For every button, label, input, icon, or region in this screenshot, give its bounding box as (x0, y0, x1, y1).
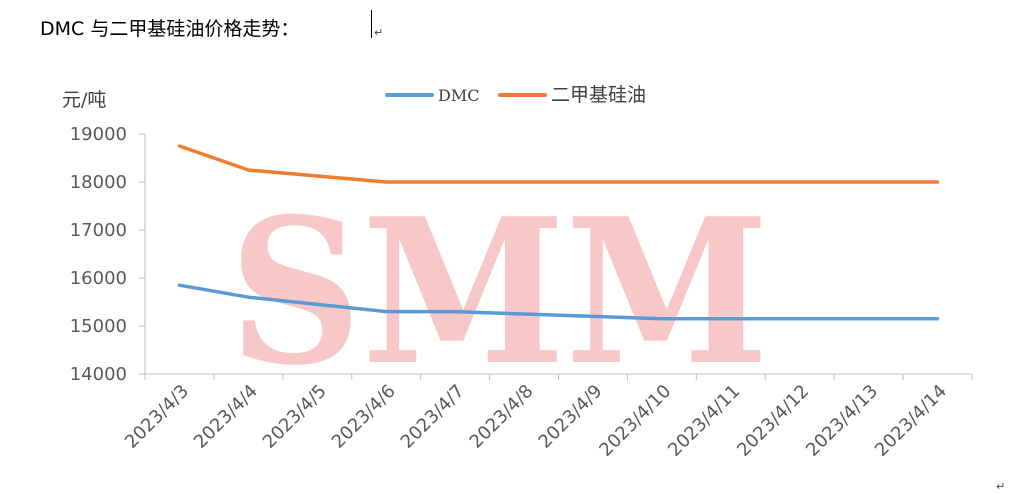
y-tick-label: 14000 (70, 364, 127, 385)
y-tick-label: 15000 (70, 316, 127, 337)
x-tick-label: 2023/4/14 (871, 381, 951, 461)
legend-label: DMC (438, 86, 479, 105)
y-tick-label: 19000 (70, 124, 127, 145)
text-cursor (371, 10, 372, 38)
document-title: DMC 与二甲基硅油价格走势： (40, 18, 300, 40)
paragraph-mark-icon: ↵ (374, 26, 384, 39)
x-tick-label: 2023/4/3 (121, 381, 193, 453)
y-tick-label: 16000 (70, 268, 127, 289)
legend-label: 二甲基硅油 (551, 84, 646, 106)
paragraph-mark-icon: ↵ (996, 480, 1006, 493)
series-lines (177, 144, 940, 321)
smm-watermark: SMM (229, 175, 769, 410)
y-tick-label: 18000 (70, 172, 127, 193)
y-tick-label: 17000 (70, 220, 127, 241)
series-line-0 (177, 283, 940, 321)
x-tick-label: 2023/4/4 (190, 381, 262, 453)
chart-axes (139, 133, 973, 380)
y-axis-ticks: 14000 15000 16000 17000 18000 19000 (70, 124, 127, 385)
watermark-text: SMM (229, 175, 769, 410)
series-line-1 (177, 144, 940, 184)
x-tick-label: 2023/4/13 (802, 381, 882, 461)
chart-legend: DMC 二甲基硅油 (385, 84, 646, 106)
y-axis-label: 元/吨 (62, 89, 106, 111)
